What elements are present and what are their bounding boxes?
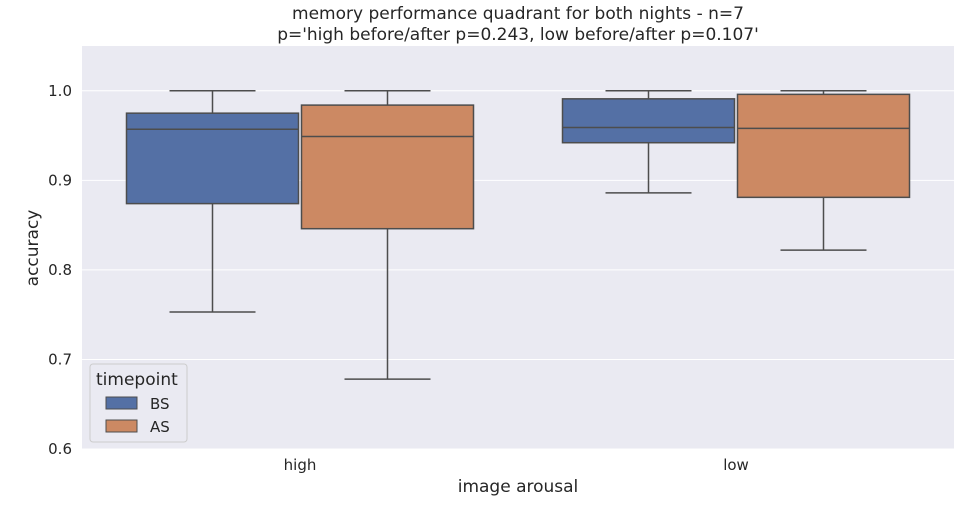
iqr-box xyxy=(300,104,475,230)
box-bs-low xyxy=(561,90,736,194)
legend-label-as: AS xyxy=(150,418,170,436)
legend: timepoint BS AS xyxy=(89,363,188,443)
y-tick-label: 0.8 xyxy=(48,261,72,279)
y-tick-label: 0.6 xyxy=(48,440,72,458)
box-series-layer xyxy=(125,90,911,380)
y-tick-label: 0.9 xyxy=(48,171,72,189)
box-as-low xyxy=(736,90,911,251)
iqr-box xyxy=(125,112,300,205)
legend-title: timepoint xyxy=(96,370,178,390)
legend-swatch-as xyxy=(105,419,138,433)
x-tick-labels: high low xyxy=(284,456,749,474)
y-tick-labels: 0.6 0.7 0.8 0.9 1.0 xyxy=(48,82,72,458)
box-as-high xyxy=(300,90,475,380)
y-tick-label: 1.0 xyxy=(48,82,72,100)
x-tick-label: high xyxy=(284,456,317,474)
legend-swatch-bs xyxy=(105,396,138,410)
x-tick-label: low xyxy=(723,456,749,474)
iqr-box xyxy=(561,98,736,144)
iqr-box xyxy=(736,93,911,199)
x-axis-label: image arousal xyxy=(458,477,579,497)
chart-subtitle: p='high before/after p=0.243, low before… xyxy=(277,25,759,45)
y-tick-label: 0.7 xyxy=(48,350,72,368)
y-axis-label: accuracy xyxy=(23,210,43,287)
box-bs-high xyxy=(125,90,300,313)
legend-label-bs: BS xyxy=(150,395,170,413)
chart-title: memory performance quadrant for both nig… xyxy=(292,4,744,24)
